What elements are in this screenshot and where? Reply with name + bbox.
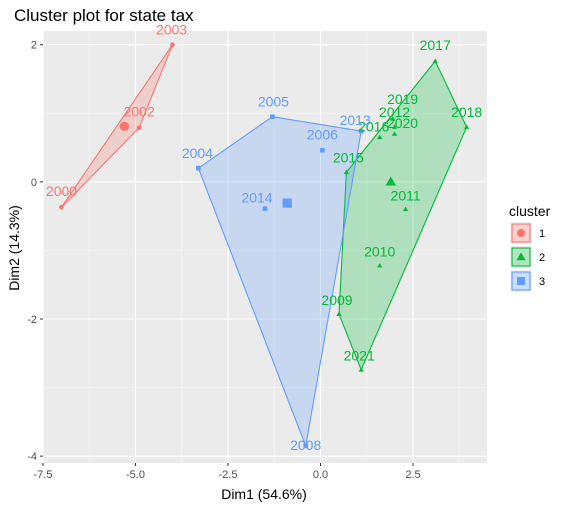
cluster-hull-2 bbox=[338, 60, 468, 372]
point-label-2013: 2013 bbox=[340, 112, 371, 128]
point-2021 bbox=[358, 367, 364, 372]
point-label-2014: 2014 bbox=[241, 190, 272, 206]
legend-key-marker-1 bbox=[517, 229, 525, 237]
point-2016 bbox=[377, 134, 383, 140]
legend-title: cluster bbox=[509, 203, 551, 219]
point-label-2012: 2012 bbox=[379, 104, 410, 120]
y-axis-ticks: -4 -2 0 2 bbox=[27, 40, 43, 463]
point-2004 bbox=[196, 165, 201, 171]
point-label-2019: 2019 bbox=[387, 91, 418, 107]
legend-label-1: 1 bbox=[539, 228, 545, 240]
point-label-2005: 2005 bbox=[258, 94, 289, 110]
x-axis-ticks: -7.5 -5.0 -2.5 0.0 2.5 bbox=[34, 463, 421, 481]
point-2002 bbox=[136, 125, 142, 130]
point-2010 bbox=[377, 262, 383, 268]
x-tick-label: 0.0 bbox=[313, 469, 328, 481]
y-tick-label: 2 bbox=[31, 40, 37, 52]
point-2019 bbox=[390, 116, 396, 121]
point-label-2020: 2020 bbox=[387, 115, 418, 131]
cluster-hulls bbox=[61, 44, 468, 448]
legend-key-marker-2 bbox=[516, 252, 526, 261]
point-2014 bbox=[262, 206, 268, 211]
legend-key-marker-3 bbox=[517, 277, 525, 285]
point-2000 bbox=[59, 204, 64, 210]
cluster-center-3 bbox=[282, 198, 292, 208]
point-label-2004: 2004 bbox=[182, 145, 213, 161]
point-label-2021: 2021 bbox=[344, 348, 375, 364]
cluster-center-2 bbox=[385, 176, 397, 186]
point-label-2015: 2015 bbox=[333, 149, 364, 165]
point-2015 bbox=[343, 169, 350, 175]
point-label-2017: 2017 bbox=[420, 37, 451, 53]
point-label-2000: 2000 bbox=[46, 183, 77, 199]
point-2005 bbox=[270, 114, 275, 120]
y-tick-label: 0 bbox=[31, 177, 37, 189]
cluster-points bbox=[59, 42, 470, 449]
point-2009 bbox=[336, 311, 342, 317]
point-2006 bbox=[320, 148, 325, 153]
y-tick-label: -2 bbox=[27, 314, 37, 326]
x-tick-label: -5.0 bbox=[126, 469, 145, 481]
cluster-hull-1 bbox=[61, 44, 174, 208]
point-2020 bbox=[391, 131, 398, 136]
point-2011 bbox=[402, 206, 409, 212]
point-2013 bbox=[358, 128, 364, 134]
point-label-2018: 2018 bbox=[451, 104, 482, 120]
legend-label-2: 2 bbox=[539, 252, 545, 264]
legend-label-3: 3 bbox=[539, 276, 545, 288]
y-tick-label: -4 bbox=[27, 451, 37, 463]
chart-title: Cluster plot for state tax bbox=[14, 6, 194, 25]
x-axis-title: Dim1 (54.6%) bbox=[221, 486, 307, 502]
point-label-2011: 2011 bbox=[391, 187, 421, 203]
point-label-2008: 2008 bbox=[290, 437, 321, 453]
x-tick-label: -7.5 bbox=[34, 469, 53, 481]
point-2018 bbox=[464, 124, 470, 129]
cluster-center-1 bbox=[119, 121, 129, 131]
point-label-2006: 2006 bbox=[307, 126, 338, 142]
point-label-2009: 2009 bbox=[321, 292, 352, 308]
point-2003 bbox=[170, 42, 175, 48]
x-tick-label: -2.5 bbox=[219, 469, 238, 481]
point-label-2010: 2010 bbox=[364, 244, 395, 260]
x-tick-label: 2.5 bbox=[405, 469, 420, 481]
point-label-2003: 2003 bbox=[156, 22, 187, 38]
y-axis-title: Dim2 (14.3%) bbox=[6, 205, 22, 291]
point-labels: 2000 2002 2003 2009 2010 2011 2012 2015 2016 2017… bbox=[46, 22, 483, 453]
legend: cluster 1 2 3 bbox=[509, 203, 551, 292]
point-2017 bbox=[432, 58, 438, 64]
point-2012 bbox=[391, 124, 398, 129]
point-label-2002: 2002 bbox=[124, 104, 155, 120]
major-grid bbox=[42, 31, 487, 463]
point-2008 bbox=[303, 443, 308, 449]
point-label-2016: 2016 bbox=[358, 118, 389, 134]
